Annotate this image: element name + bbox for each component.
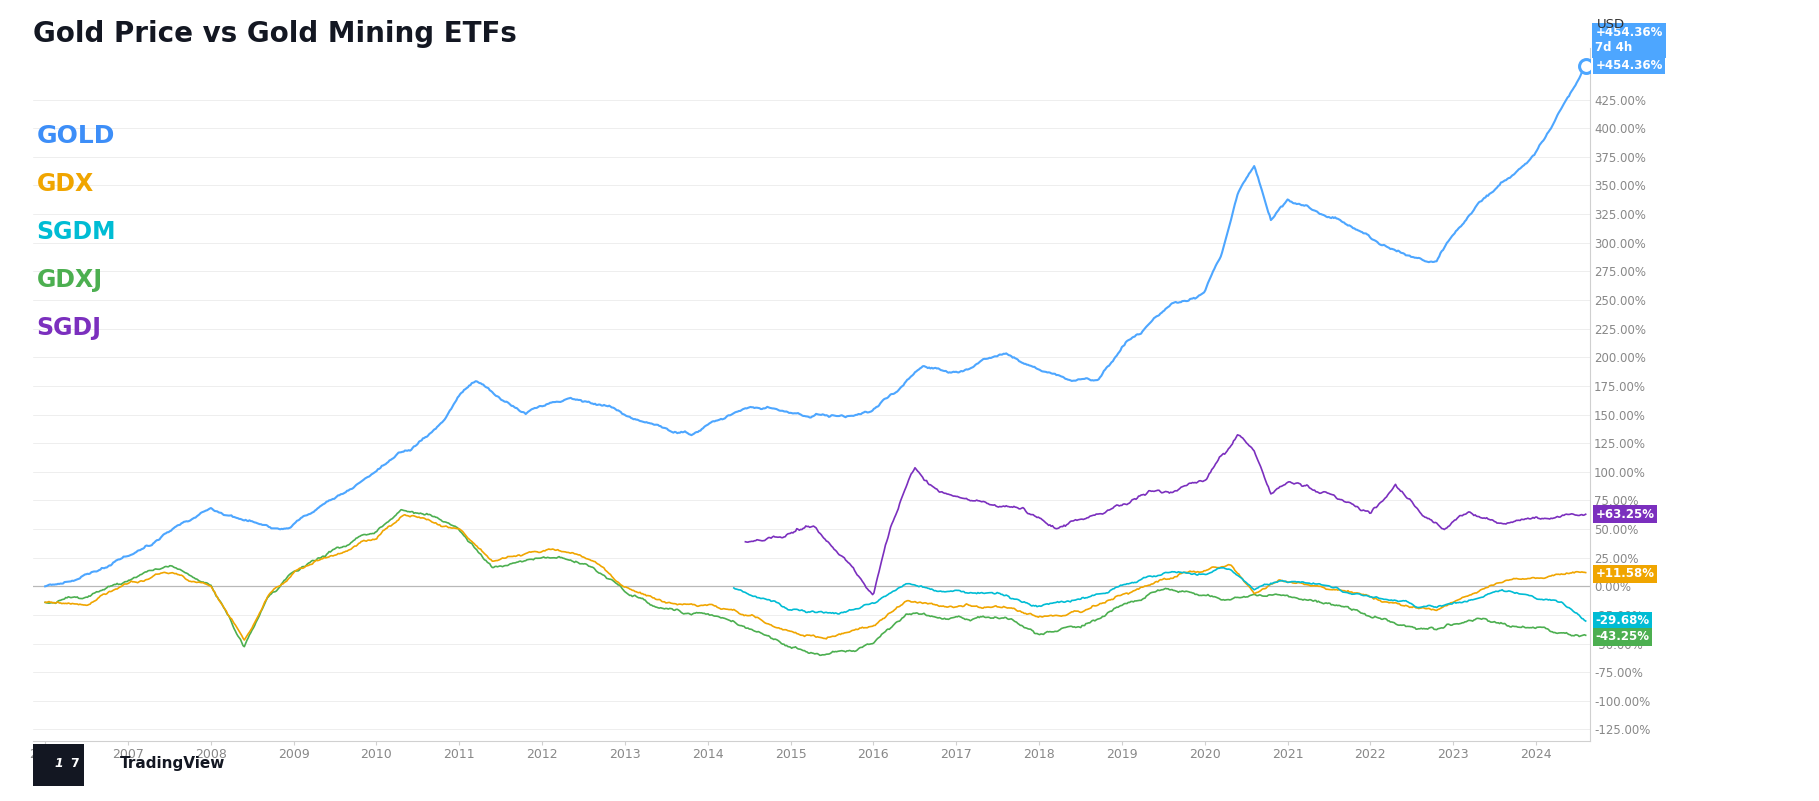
Text: +63.25%: +63.25%: [1595, 508, 1653, 521]
Text: -43.25%: -43.25%: [1595, 630, 1650, 643]
Text: -29.68%: -29.68%: [1595, 614, 1650, 627]
Text: SGDM: SGDM: [36, 220, 116, 244]
FancyBboxPatch shape: [33, 743, 84, 787]
Text: Gold Price vs Gold Mining ETFs: Gold Price vs Gold Mining ETFs: [33, 20, 517, 48]
Text: 1: 1: [55, 757, 62, 771]
Text: GDXJ: GDXJ: [36, 268, 102, 292]
Text: +11.58%: +11.58%: [1595, 567, 1653, 580]
Text: +454.36%: +454.36%: [1595, 58, 1663, 72]
Text: SGDJ: SGDJ: [36, 316, 102, 340]
Text: USD: USD: [1597, 18, 1624, 30]
Text: +454.36%
7d 4h: +454.36% 7d 4h: [1595, 26, 1663, 54]
Text: 7: 7: [71, 757, 80, 771]
Text: GDX: GDX: [36, 172, 93, 196]
Text: TradingView: TradingView: [120, 756, 226, 771]
Text: GOLD: GOLD: [36, 124, 115, 148]
